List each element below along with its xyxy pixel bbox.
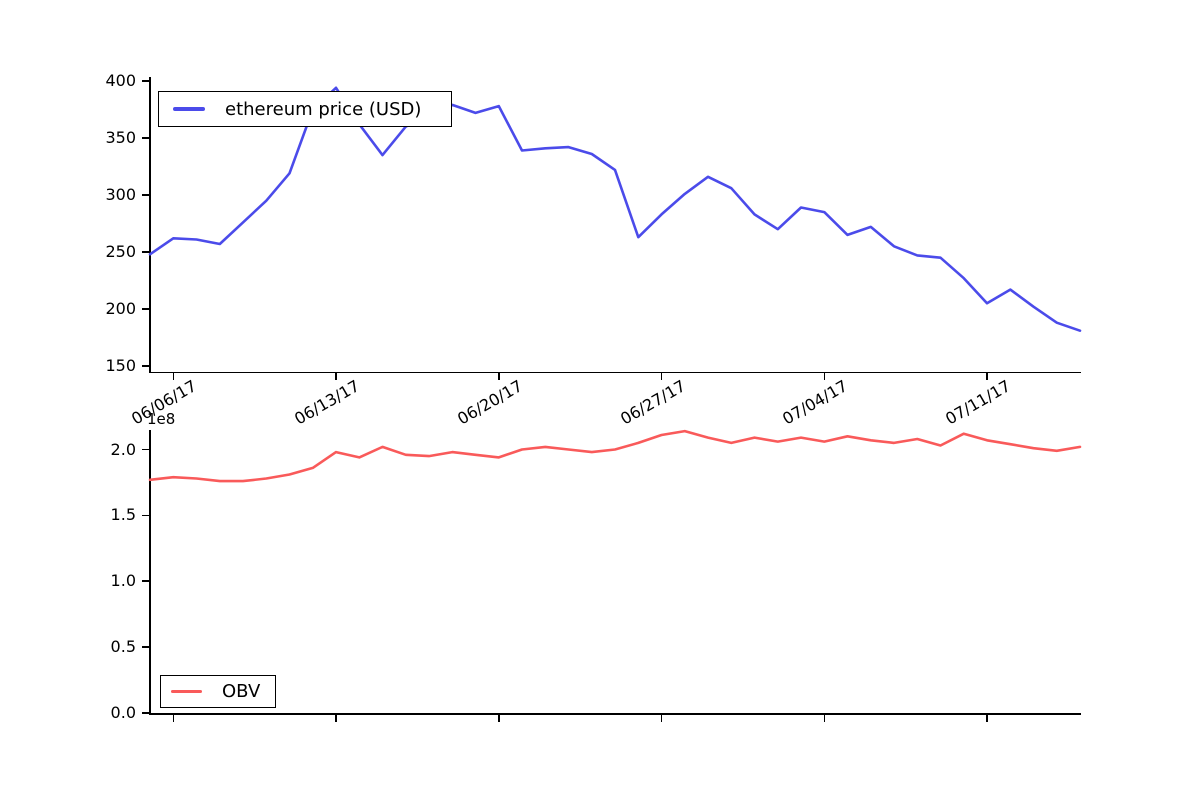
obv-ytick-label: 1.5 (110, 505, 136, 525)
price-xtick-mark (660, 373, 663, 380)
obv-left-spine (149, 430, 151, 715)
obv-xtick-mark (172, 714, 174, 722)
obv-xtick-mark (498, 714, 500, 722)
price-ytick-label: 300 (105, 185, 136, 204)
price-ytick-mark (142, 194, 149, 196)
obv-xtick-mark (660, 714, 663, 722)
price-xtick-mark (986, 373, 988, 380)
date-tick-label: 06/27/17 (616, 376, 689, 429)
date-tick-label: 06/20/17 (454, 376, 526, 429)
date-tick-label: 07/04/17 (779, 376, 852, 429)
price-ytick-label: 200 (105, 299, 136, 318)
price-bottom-spine (149, 371, 1081, 373)
obv-data-line (148, 429, 1082, 483)
obv-legend-line-sample (171, 689, 202, 694)
obv-legend-label: OBV (222, 681, 261, 702)
obv-ytick-label: 1.0 (110, 571, 136, 591)
price-ytick-label: 250 (105, 242, 136, 261)
obv-ytick-mark (142, 448, 149, 451)
price-xtick-mark (823, 373, 825, 380)
obv-xtick-mark (335, 714, 337, 722)
price-xtick-mark (172, 373, 174, 380)
obv-offset-text: 1e8 (147, 410, 176, 428)
obv-bottom-spine (149, 713, 1081, 715)
price-left-spine (149, 77, 151, 373)
price-legend: ethereum price (USD) (158, 91, 452, 127)
obv-ytick-mark (142, 580, 149, 582)
price-xtick-mark (498, 373, 500, 380)
price-legend-line-sample (173, 107, 205, 111)
price-ytick-mark (142, 80, 149, 82)
obv-plot-area (148, 429, 1082, 483)
obv-ytick-mark (142, 514, 149, 517)
price-plot-area (148, 86, 1082, 332)
obv-xtick-mark (823, 714, 825, 722)
date-tick-label: 06/13/17 (291, 376, 363, 429)
price-ytick-label: 150 (105, 356, 136, 375)
price-ytick-mark (142, 308, 149, 310)
price-ytick-label: 400 (105, 71, 136, 90)
price-legend-label: ethereum price (USD) (225, 98, 422, 120)
obv-xtick-mark (986, 714, 988, 722)
price-ytick-mark (142, 137, 149, 139)
price-ytick-mark (142, 251, 149, 253)
obv-ytick-label: 0.5 (110, 637, 136, 657)
price-ytick-label: 350 (105, 128, 136, 147)
obv-ytick-label: 0.0 (110, 702, 136, 722)
date-tick-label: 07/11/17 (942, 376, 1014, 429)
obv-legend: OBV (160, 675, 276, 708)
price-data-line (148, 86, 1082, 332)
obv-ytick-mark (142, 646, 149, 648)
obv-ytick-mark (142, 712, 149, 714)
obv-ytick-label: 2.0 (110, 439, 136, 459)
price-ytick-mark (142, 365, 149, 367)
price-xtick-mark (335, 373, 337, 380)
